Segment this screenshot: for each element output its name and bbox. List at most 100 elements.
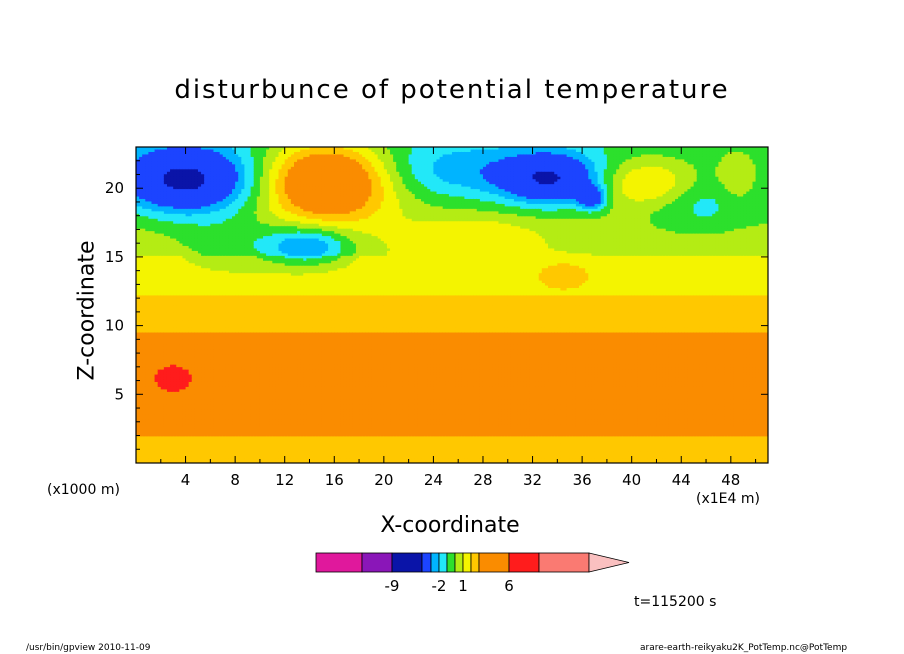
heatmap-cell bbox=[194, 247, 199, 251]
heatmap-cell bbox=[173, 156, 177, 160]
heatmap-cell bbox=[182, 416, 187, 420]
heatmap-cell bbox=[173, 195, 177, 199]
heatmap-cell bbox=[148, 225, 153, 229]
heatmap-cell bbox=[145, 279, 149, 284]
heatmap-cell bbox=[136, 391, 140, 395]
heatmap-cell bbox=[179, 433, 184, 437]
heatmap-cell bbox=[139, 448, 143, 452]
heatmap-cell bbox=[157, 213, 162, 217]
heatmap-cell bbox=[201, 433, 205, 437]
heatmap-cell bbox=[210, 153, 215, 157]
heatmap-cell bbox=[207, 292, 211, 296]
heatmap-cell bbox=[197, 265, 202, 269]
heatmap-cell bbox=[142, 240, 146, 244]
heatmap-cell bbox=[197, 193, 202, 197]
heatmap-cell bbox=[191, 235, 196, 239]
heatmap-cell bbox=[142, 381, 146, 385]
heatmap-cell bbox=[148, 428, 153, 432]
heatmap-cell bbox=[157, 381, 162, 385]
heatmap-cell bbox=[136, 341, 140, 345]
heatmap-cell bbox=[197, 304, 202, 308]
heatmap-cell bbox=[170, 334, 174, 338]
heatmap-cell bbox=[191, 460, 196, 463]
heatmap-cell bbox=[145, 453, 149, 457]
heatmap-cell bbox=[163, 331, 168, 335]
heatmap-cell bbox=[139, 289, 143, 293]
heatmap-cell bbox=[176, 267, 180, 271]
heatmap-cell bbox=[210, 252, 215, 256]
heatmap-cell bbox=[182, 176, 187, 180]
heatmap-cell bbox=[151, 257, 156, 261]
heatmap-cell bbox=[170, 277, 174, 281]
heatmap-cell bbox=[160, 195, 165, 199]
heatmap-cell bbox=[148, 334, 153, 338]
heatmap-cell bbox=[185, 195, 190, 199]
heatmap-cell bbox=[170, 453, 174, 457]
heatmap-cell bbox=[201, 186, 205, 190]
heatmap-cell bbox=[139, 336, 143, 340]
heatmap-cell bbox=[170, 369, 174, 373]
heatmap-cell bbox=[139, 302, 143, 306]
heatmap-cell bbox=[151, 331, 156, 335]
heatmap-cell bbox=[207, 460, 211, 463]
heatmap-cell bbox=[182, 334, 187, 338]
heatmap-cell bbox=[182, 361, 187, 365]
heatmap-cell bbox=[204, 430, 208, 434]
heatmap-cell bbox=[148, 309, 153, 313]
heatmap-cell bbox=[142, 186, 146, 190]
heatmap-cell bbox=[170, 440, 174, 444]
heatmap-cell bbox=[157, 220, 162, 224]
heatmap-cell bbox=[182, 455, 187, 459]
heatmap-cell bbox=[166, 195, 171, 199]
heatmap-cell bbox=[197, 218, 202, 222]
heatmap-cell bbox=[191, 153, 196, 157]
heatmap-cell bbox=[142, 267, 146, 271]
heatmap-cell bbox=[185, 317, 190, 321]
heatmap-cell bbox=[166, 326, 171, 331]
heatmap-cell bbox=[154, 218, 159, 222]
heatmap-cell bbox=[157, 218, 162, 222]
heatmap-cell bbox=[210, 223, 215, 227]
heatmap-cell bbox=[166, 351, 171, 355]
heatmap-cell bbox=[207, 304, 211, 308]
heatmap-cell bbox=[185, 183, 190, 187]
heatmap-cell bbox=[204, 228, 208, 232]
heatmap-cell bbox=[142, 178, 146, 182]
heatmap-cell bbox=[151, 445, 156, 449]
heatmap-cell bbox=[160, 334, 165, 338]
heatmap-cell bbox=[207, 148, 211, 152]
heatmap-cell bbox=[154, 178, 159, 182]
heatmap-cell bbox=[176, 386, 180, 390]
heatmap-cell bbox=[191, 430, 196, 434]
heatmap-cell bbox=[157, 186, 162, 190]
heatmap-cell bbox=[210, 193, 215, 197]
heatmap-cell bbox=[151, 267, 156, 271]
heatmap-cell bbox=[207, 359, 211, 363]
heatmap-cell bbox=[173, 455, 177, 459]
heatmap-cell bbox=[185, 289, 190, 293]
heatmap-cell bbox=[136, 361, 140, 365]
heatmap-cell bbox=[154, 260, 159, 264]
heatmap-cell bbox=[142, 257, 146, 261]
heatmap-cell bbox=[210, 240, 215, 244]
heatmap-cell bbox=[182, 331, 187, 335]
heatmap-cell bbox=[163, 356, 168, 360]
heatmap-cell bbox=[163, 292, 168, 296]
heatmap-cell bbox=[139, 408, 143, 412]
heatmap-cell bbox=[197, 309, 202, 313]
heatmap-cell bbox=[176, 430, 180, 434]
heatmap-cell bbox=[207, 223, 211, 227]
heatmap-cell bbox=[185, 329, 190, 333]
heatmap-cell bbox=[139, 171, 143, 175]
heatmap-cell bbox=[151, 302, 156, 306]
heatmap-cell bbox=[197, 435, 202, 439]
heatmap-cell bbox=[166, 460, 171, 463]
heatmap-cell bbox=[151, 430, 156, 434]
heatmap-cell bbox=[188, 156, 193, 160]
heatmap-cell bbox=[173, 378, 177, 382]
heatmap-cell bbox=[136, 420, 140, 425]
heatmap-cell bbox=[151, 158, 156, 162]
heatmap-cell bbox=[194, 416, 199, 420]
heatmap-cell bbox=[163, 161, 168, 165]
heatmap-cell bbox=[185, 304, 190, 308]
